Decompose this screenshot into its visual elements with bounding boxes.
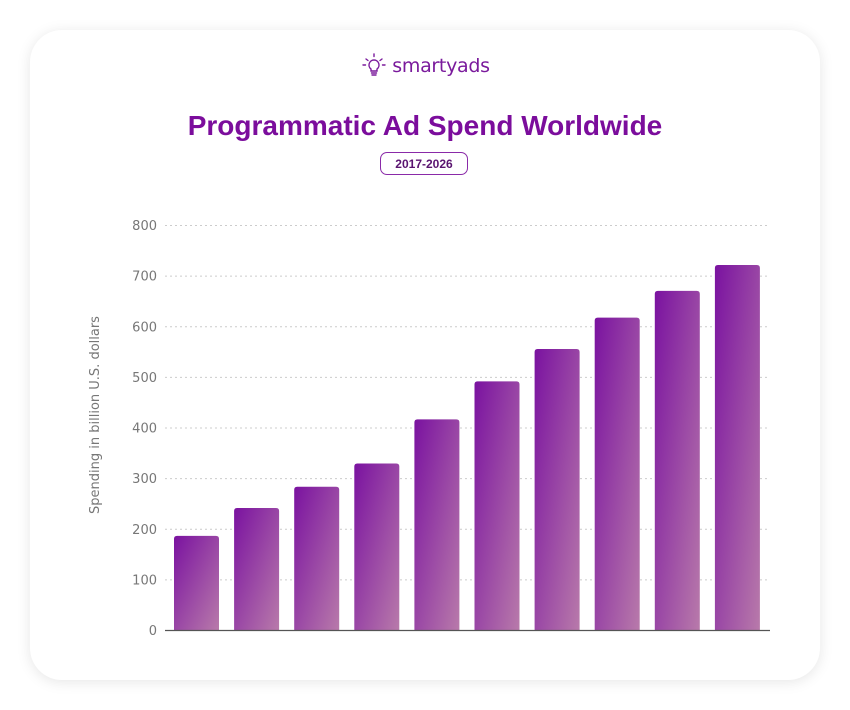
y-tick-label: 200 xyxy=(132,523,157,538)
bar-2017 xyxy=(174,535,219,630)
bar-2026 xyxy=(714,264,760,630)
brand-name: smartyads xyxy=(392,55,490,77)
bar-2022 xyxy=(474,381,520,630)
year-range-badge: 2017-2026 xyxy=(380,152,468,175)
chart-title: Programmatic Ad Spend Worldwide xyxy=(187,110,663,141)
bar-2025 xyxy=(654,290,700,630)
bar-2023 xyxy=(534,349,580,630)
bar-2020 xyxy=(354,463,400,630)
bar-2024 xyxy=(594,317,640,630)
y-tick-label: 100 xyxy=(132,573,157,588)
bar-2018 xyxy=(234,507,280,630)
lightbulb-icon xyxy=(362,53,386,76)
y-tick-label: 0 xyxy=(149,624,157,639)
bar-2019 xyxy=(294,486,340,630)
y-tick-label: 500 xyxy=(132,371,157,386)
y-tick-label: 700 xyxy=(132,270,157,285)
y-tick-label: 300 xyxy=(132,472,157,487)
y-tick-label: 800 xyxy=(132,219,157,234)
y-axis-label: Spending in billion U.S. dollars xyxy=(88,316,103,514)
y-tick-label: 400 xyxy=(132,422,157,437)
y-tick-label: 600 xyxy=(132,320,157,335)
brand-logo: smartyads xyxy=(0,52,850,80)
bar-2021 xyxy=(414,419,460,630)
